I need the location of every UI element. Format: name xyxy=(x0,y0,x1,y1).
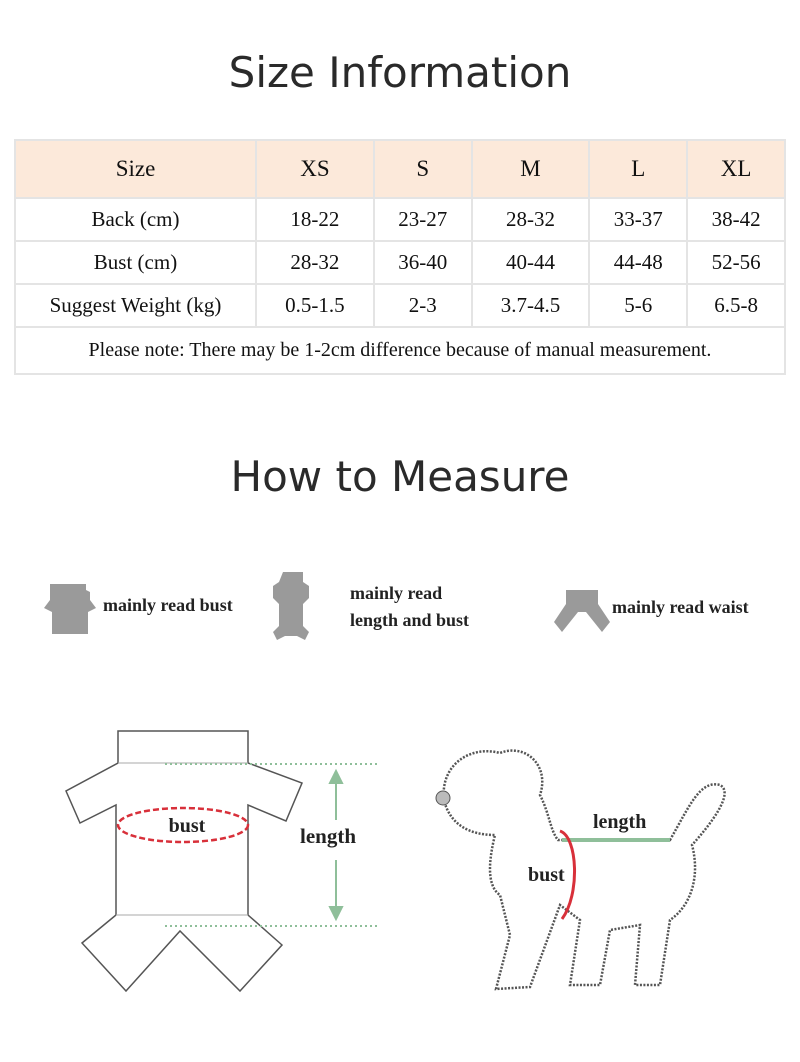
header-cell: S xyxy=(372,139,473,199)
cell: Suggest Weight (kg) xyxy=(14,283,257,328)
size-table: Size XS S M L XL Back (cm) 18-22 23-27 2… xyxy=(14,139,786,375)
cell: 18-22 xyxy=(255,197,375,242)
cell: 28-32 xyxy=(255,240,375,285)
jumpsuit-icon xyxy=(273,572,309,640)
cell: 6.5-8 xyxy=(686,283,786,328)
cell: 0.5-1.5 xyxy=(255,283,375,328)
legend-length-bust: mainly read length and bust xyxy=(350,580,469,634)
legend-waist: mainly read waist xyxy=(612,597,749,617)
header-cell: XL xyxy=(686,139,786,199)
cell: 33-37 xyxy=(588,197,689,242)
cell: 3.7-4.5 xyxy=(470,283,591,328)
garment-length-label: length xyxy=(300,824,356,848)
cell: 2-3 xyxy=(372,283,473,328)
measurement-note: Please note: There may be 1-2cm differen… xyxy=(14,326,786,375)
table-row: Suggest Weight (kg) 0.5-1.5 2-3 3.7-4.5 … xyxy=(14,283,786,328)
table-header-row: Size XS S M L XL xyxy=(14,139,786,199)
shirt-icon xyxy=(44,584,96,634)
garment-bust-label: bust xyxy=(169,815,206,837)
header-cell: M xyxy=(470,139,591,199)
cell: Back (cm) xyxy=(14,197,257,242)
header-cell: Size xyxy=(14,139,257,199)
note-row: Please note: There may be 1-2cm differen… xyxy=(14,326,786,375)
cell: 52-56 xyxy=(686,240,786,285)
cell: Bust (cm) xyxy=(14,240,257,285)
cell: 23-27 xyxy=(372,197,473,242)
size-information-title: Size Information xyxy=(228,48,572,97)
table-row: Back (cm) 18-22 23-27 28-32 33-37 38-42 xyxy=(14,197,786,242)
cell: 36-40 xyxy=(372,240,473,285)
cell: 40-44 xyxy=(470,240,591,285)
legend-bust: mainly read bust xyxy=(103,595,233,615)
legend-line: length and bust xyxy=(350,610,470,630)
dog-length-label: length xyxy=(593,811,646,833)
cell: 5-6 xyxy=(588,283,689,328)
header-cell: XS xyxy=(255,139,375,199)
legend-line: mainly read xyxy=(350,583,443,603)
cell: 38-42 xyxy=(686,197,786,242)
garment-diagram: bust length xyxy=(65,730,380,993)
cell: 44-48 xyxy=(588,240,689,285)
how-to-measure-title: How to Measure xyxy=(230,452,570,501)
pants-icon xyxy=(554,590,610,632)
dog-diagram: length bust xyxy=(435,749,726,991)
table-row: Bust (cm) 28-32 36-40 40-44 44-48 52-56 xyxy=(14,240,786,285)
cell: 28-32 xyxy=(470,197,591,242)
header-cell: L xyxy=(588,139,689,199)
dog-bust-label: bust xyxy=(528,864,565,886)
